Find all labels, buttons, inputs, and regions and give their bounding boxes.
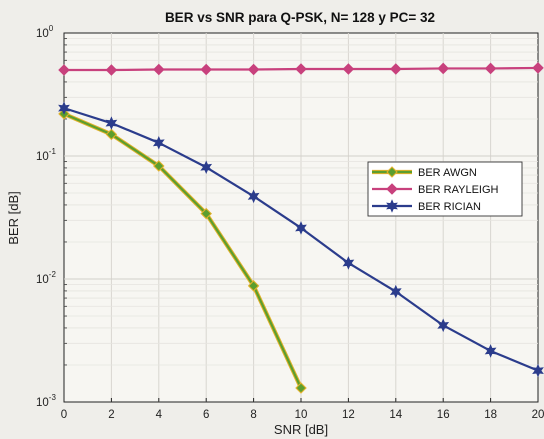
data-point (295, 63, 307, 75)
legend-item-ber-rician: BER RICIAN (372, 199, 481, 213)
data-point (295, 382, 307, 394)
x-tick-label: 10 (295, 409, 308, 421)
legend-item-ber-awgn: BER AWGN (372, 166, 477, 179)
data-point (152, 136, 165, 150)
series-line (63, 112, 302, 389)
data-point (484, 62, 497, 75)
series-ber-rayleigh (58, 62, 544, 76)
data-point (484, 344, 497, 358)
x-tick-label: 12 (342, 409, 355, 421)
data-point (200, 160, 213, 175)
legend-marker (386, 183, 398, 195)
legend-label: BER AWGN (418, 167, 477, 179)
x-tick-label: 0 (61, 409, 67, 421)
y-tick-label: 100 (36, 24, 54, 40)
legend-marker (386, 166, 398, 178)
x-tick-label: 14 (389, 409, 402, 421)
data-point (58, 101, 70, 115)
tick-labels: 0 2 4 6 8 10 12 14 16 18 20 100 10-1 10-2 10-3 (36, 24, 544, 421)
x-axis-label: SNR [dB] (274, 422, 328, 437)
data-point (200, 207, 212, 220)
data-point (200, 63, 212, 76)
x-tick-label: 6 (203, 409, 209, 421)
data-point (532, 62, 544, 74)
data-point (295, 221, 307, 235)
legend-label: BER RICIAN (418, 201, 481, 213)
data-point (153, 160, 165, 172)
x-tick-label: 16 (437, 409, 450, 421)
data-point (247, 63, 260, 76)
x-tick-label: 20 (532, 409, 544, 421)
grid (63, 33, 539, 402)
x-tick-label: 2 (108, 409, 114, 421)
legend-marker (386, 199, 398, 213)
data-point (342, 63, 355, 75)
data-point (247, 280, 260, 292)
y-axis-label: BER [dB] (6, 191, 21, 244)
x-tick-label: 4 (156, 409, 163, 421)
data-point (532, 363, 544, 378)
legend-item-ber-rayleigh: BER RAYLEIGH (372, 183, 499, 196)
legend: BER AWGN BER RAYLEIGH BER RICIAN (367, 161, 523, 217)
data-point (390, 63, 402, 75)
y-tick-label: 10-2 (36, 270, 56, 286)
data-point (58, 64, 70, 76)
chart-title: BER vs SNR para Q-PSK, N= 128 y PC= 32 (165, 10, 435, 25)
series-layer (58, 62, 544, 394)
data-point (105, 128, 118, 141)
data-point (105, 116, 118, 130)
x-tick-label: 18 (484, 409, 497, 421)
x-tick-label: 8 (250, 409, 256, 421)
series-ber-rician (58, 101, 544, 378)
y-tick-label: 10-3 (36, 393, 56, 409)
data-point (342, 256, 355, 270)
data-point (247, 189, 260, 204)
data-point (389, 284, 402, 299)
data-point (105, 64, 118, 76)
data-point (437, 62, 449, 75)
y-tick-label: 10-1 (36, 147, 56, 163)
data-point (437, 318, 450, 333)
legend-label: BER RAYLEIGH (418, 184, 499, 196)
data-point (153, 63, 165, 76)
series-ber-awgn (58, 108, 307, 394)
